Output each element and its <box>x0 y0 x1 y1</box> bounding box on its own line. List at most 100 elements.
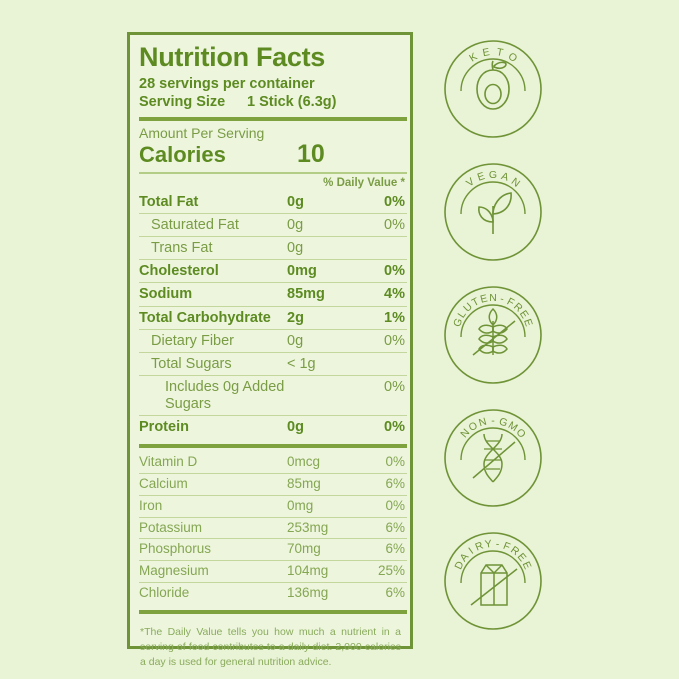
micronutrient-amount: 253mg <box>287 519 329 535</box>
nutrient-name: Trans Fat <box>151 239 213 256</box>
row-divider <box>139 582 407 584</box>
amount-per-serving-label: Amount Per Serving <box>139 125 265 142</box>
micronutrient-row: Chloride 136mg 6% <box>139 583 407 604</box>
micronutrient-daily-value: 6% <box>385 475 405 491</box>
nutrient-row: Cholesterol 0mg 0% <box>139 260 407 282</box>
svg-text:R: R <box>474 539 486 553</box>
micronutrient-name: Phosphorus <box>139 541 212 557</box>
nutrient-name: Total Fat <box>139 193 199 210</box>
nutrient-rows: Total Fat 0g 0% Saturated Fat 0g 0% Trans Fat 0… <box>139 191 407 439</box>
page-title: Nutrition Facts <box>139 42 326 72</box>
badge-inner-arc <box>460 304 526 338</box>
milk-carton-crossed-icon <box>470 564 518 606</box>
row-divider <box>139 212 407 214</box>
badge-inner-arc <box>460 181 526 215</box>
micronutrient-daily-value: 6% <box>385 585 405 601</box>
row-divider <box>139 560 407 562</box>
micronutrient-daily-value: 0% <box>385 454 405 470</box>
micronutrient-amount: 85mg <box>287 475 321 491</box>
nutrient-name: Saturated Fat <box>151 216 239 233</box>
svg-text:T: T <box>470 295 482 309</box>
divider-thick-footnote <box>139 609 407 614</box>
divider-below-calories <box>139 171 407 174</box>
badge-inner-arc <box>460 58 526 92</box>
nutrient-name: Total Carbohydrate <box>139 309 271 326</box>
nutrient-daily-value: 0% <box>384 418 405 435</box>
micronutrient-amount: 104mg <box>287 563 329 579</box>
nutrient-name: Dietary Fiber <box>151 332 234 349</box>
daily-value-header: % Daily Value * <box>323 176 405 189</box>
micronutrient-daily-value: 0% <box>385 497 405 513</box>
micronutrient-daily-value: 6% <box>385 519 405 535</box>
nutrient-row: Saturated Fat 0g 0% <box>139 214 407 236</box>
nutrient-amount: 85mg <box>287 286 325 303</box>
svg-text:G: G <box>451 317 465 329</box>
svg-text:-: - <box>499 293 506 306</box>
serving-size-value: 1 Stick (6.3g) <box>247 94 337 111</box>
row-divider <box>139 538 407 540</box>
row-divider <box>139 235 407 237</box>
nutrient-name: Cholesterol <box>139 263 219 280</box>
nutrient-row: Total Sugars < 1g <box>139 353 407 375</box>
nutrient-amount: < 1g <box>287 356 316 373</box>
nutrient-row: Total Carbohydrate 2g 1% <box>139 307 407 329</box>
nutrient-name: Protein <box>139 418 189 435</box>
nutrient-daily-value: 0% <box>384 379 405 396</box>
daily-value-footnote: *The Daily Value tells you how much a nu… <box>140 625 401 668</box>
nutrient-row: Sodium 85mg 4% <box>139 283 407 305</box>
row-divider <box>139 494 407 496</box>
svg-text:N: N <box>477 416 488 430</box>
row-divider <box>139 472 407 474</box>
nutrition-facts-panel: Nutrition Facts 28 servings per containe… <box>127 32 413 668</box>
micronutrient-row: Iron 0mg 0% <box>139 496 407 517</box>
svg-text:G: G <box>489 169 497 181</box>
nutrient-amount: 0mg <box>287 263 317 280</box>
micronutrient-row: Magnesium 104mg 25% <box>139 561 407 582</box>
nutrient-amount: 0g <box>287 193 304 210</box>
nutrient-name: Total Sugars <box>151 356 232 373</box>
svg-text:F: F <box>501 540 511 554</box>
row-divider <box>139 516 407 518</box>
dna-crossed-icon <box>472 433 516 483</box>
nutrient-amount: 2g <box>287 309 304 326</box>
divider-thick-top <box>139 117 407 122</box>
nutrient-row: Dietary Fiber 0g 0% <box>139 330 407 352</box>
nutrient-amount: 0g <box>287 418 304 435</box>
svg-text:Y: Y <box>484 538 492 551</box>
nutrient-daily-value: 4% <box>384 286 405 303</box>
micronutrient-row: Potassium 253mg 6% <box>139 518 407 539</box>
row-divider <box>139 414 407 416</box>
svg-text:I: I <box>466 545 475 556</box>
nutrient-daily-value: 0% <box>384 193 405 210</box>
nutrient-row: Includes 0g Added Sugars 0% <box>139 376 407 414</box>
row-divider <box>139 375 407 377</box>
micronutrient-name: Calcium <box>139 475 188 491</box>
avocado-icon <box>476 60 510 110</box>
svg-text:E: E <box>476 170 487 184</box>
nutrient-daily-value: 0% <box>384 263 405 280</box>
badge-inner-arc <box>460 550 526 584</box>
svg-text:L: L <box>456 309 469 321</box>
micronutrient-daily-value: 6% <box>385 541 405 557</box>
badge-outer-circle <box>444 532 542 630</box>
nutrient-amount: 0g <box>287 239 304 256</box>
badge-inner-arc <box>460 427 526 461</box>
nutrient-row: Total Fat 0g 0% <box>139 191 407 213</box>
nutrient-row: Protein 0g 0% <box>139 416 407 438</box>
micronutrient-amount: 136mg <box>287 585 329 601</box>
svg-text:-: - <box>491 415 495 427</box>
micronutrient-daily-value: 25% <box>377 563 405 579</box>
nutrient-daily-value: 0% <box>384 332 405 349</box>
svg-text:E: E <box>520 560 534 571</box>
nutrient-amount: 0g <box>287 216 304 233</box>
micronutrient-name: Vitamin D <box>139 454 198 470</box>
badge-outer-circle <box>444 40 542 138</box>
micronutrient-rows: Vitamin D 0mcg 0% Calcium 85mg 6% Iron 0mg 0% Pot… <box>139 452 407 604</box>
micronutrient-amount: 0mcg <box>287 454 321 470</box>
row-divider <box>139 328 407 330</box>
row-divider <box>139 352 407 354</box>
serving-size-row: Serving Size 1 Stick (6.3g) <box>139 93 407 111</box>
micronutrient-amount: 0mg <box>287 497 314 513</box>
